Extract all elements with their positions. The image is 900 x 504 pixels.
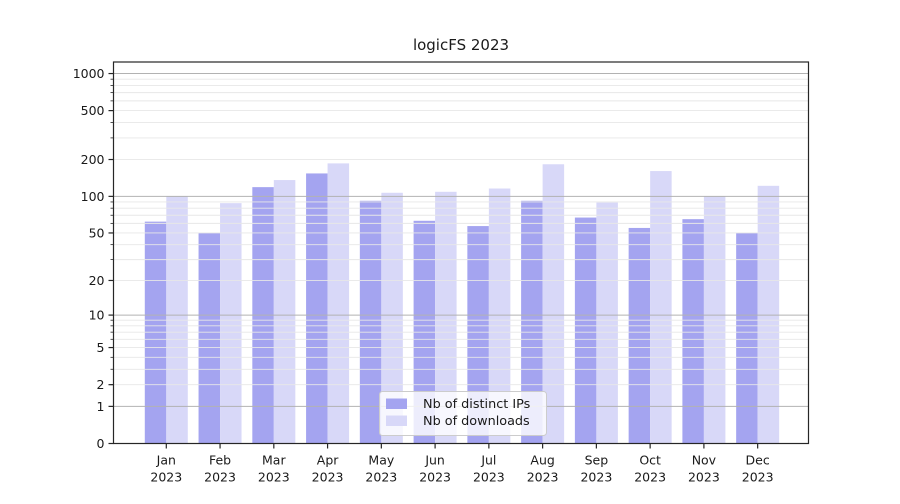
- x-tick-label: Oct 2023: [634, 453, 666, 485]
- y-tick-label: 2: [97, 377, 105, 392]
- legend: Nb of distinct IPs Nb of downloads: [379, 391, 547, 436]
- x-tick-label: Dec 2023: [742, 453, 774, 485]
- bar-downloads-feb: [220, 203, 242, 444]
- bar-distinct-ips-dec: [736, 232, 758, 444]
- x-tick-label: Mar 2023: [258, 453, 290, 485]
- bar-downloads-jul: [488, 188, 511, 444]
- bar-downloads-apr: [327, 163, 350, 444]
- x-tick-label: Feb 2023: [204, 453, 236, 485]
- bar-downloads-may: [381, 192, 403, 444]
- x-tick-label: Jan 2023: [150, 453, 182, 485]
- bar-distinct-ips-feb: [198, 232, 221, 444]
- x-tick-label: May 2023: [365, 453, 397, 485]
- bar-downloads-sep: [596, 202, 618, 444]
- x-tick-label: Apr 2023: [312, 453, 344, 485]
- y-tick-label: 100: [81, 189, 105, 204]
- bar-downloads-aug: [542, 164, 565, 444]
- legend-label-downloads: Nb of downloads: [423, 414, 530, 429]
- y-tick-label: 50: [89, 225, 105, 240]
- bar-downloads-jun: [435, 191, 457, 444]
- y-tick-label: 20: [89, 273, 105, 288]
- x-tick-label: Jul 2023: [473, 453, 505, 485]
- axis-layer: 0 1 2 5 10 20 50 100 200 500 1000 Jan 2023 Feb 2023 Mar…: [73, 66, 774, 484]
- x-tick-label: Sep 2023: [580, 453, 612, 485]
- chart-title: logicFS 2023: [413, 36, 509, 54]
- y-tick-label: 10: [89, 308, 105, 323]
- bar-distinct-ips-aug: [521, 200, 543, 444]
- bar-distinct-ips-apr: [306, 173, 328, 444]
- y-tick-label: 0: [97, 436, 105, 451]
- bar-distinct-ips-sep: [574, 217, 597, 444]
- legend-swatch-downloads: [386, 415, 407, 426]
- bars-layer: [144, 163, 780, 444]
- bar-distinct-ips-nov: [682, 219, 704, 444]
- x-tick-label: Aug 2023: [527, 453, 559, 485]
- x-tick-label: Jun 2023: [419, 453, 451, 485]
- bar-distinct-ips-may: [359, 200, 382, 444]
- y-tick-label: 1000: [73, 66, 105, 81]
- legend-box: [379, 391, 547, 436]
- grid-layer: [113, 73, 809, 407]
- y-tick-label: 5: [97, 340, 105, 355]
- bar-downloads-mar: [273, 180, 296, 444]
- y-tick-label: 500: [81, 103, 105, 118]
- legend-label-distinct-ips: Nb of distinct IPs: [423, 397, 531, 412]
- x-tick-label: Nov 2023: [688, 453, 720, 485]
- y-tick-label: 1: [97, 399, 105, 414]
- y-tick-label: 200: [81, 152, 105, 167]
- plot-frame: [112, 61, 810, 445]
- bar-distinct-ips-oct: [628, 227, 651, 444]
- legend-swatch-distinct-ips: [386, 398, 407, 409]
- bar-downloads-oct: [650, 171, 672, 444]
